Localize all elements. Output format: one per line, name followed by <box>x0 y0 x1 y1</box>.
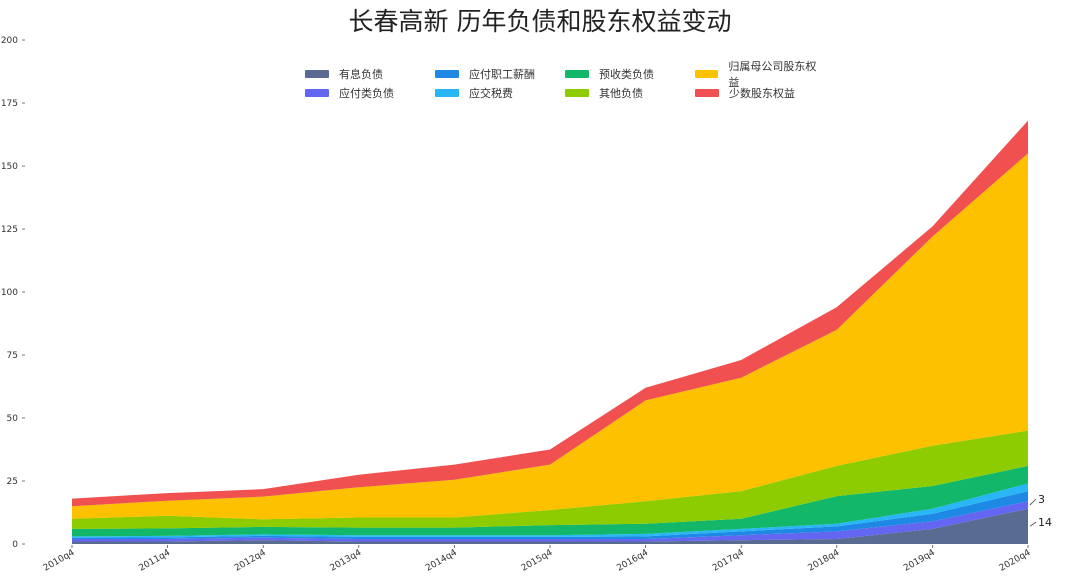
end-label: 3 <box>1038 493 1045 506</box>
end-label-leader <box>1029 498 1037 506</box>
legend-item: 应付类负债 <box>305 85 435 101</box>
y-tick-label: 75 <box>7 351 18 361</box>
area-series-6 <box>72 153 1028 520</box>
x-tick-label: 2012q4 <box>233 548 268 574</box>
legend-swatch <box>305 70 329 78</box>
x-tick-label: 2011q4 <box>137 548 172 574</box>
area-series-7 <box>72 120 1028 507</box>
legend-label: 应付职工薪酬 <box>469 68 535 81</box>
x-tick-label: 2010q4 <box>42 548 77 574</box>
y-tick-label: 0 <box>12 540 18 550</box>
legend-label: 其他负债 <box>599 87 643 100</box>
y-tick-label: 175 <box>1 99 18 109</box>
y-tick-label: 200 <box>1 36 18 46</box>
legend-swatch <box>695 70 719 78</box>
legend-item: 其他负债 <box>565 85 695 101</box>
legend-item: 预收类负债 <box>565 66 695 82</box>
legend-label: 预收类负债 <box>599 68 654 81</box>
legend-item: 归属母公司股东权益 <box>695 60 825 89</box>
area-series-0 <box>72 508 1028 544</box>
legend-item: 应付职工薪酬 <box>435 66 565 82</box>
y-tick-label: 25 <box>7 477 18 487</box>
y-tick-label: 125 <box>1 225 18 235</box>
legend-swatch <box>695 89 719 97</box>
end-label: 14 <box>1038 516 1052 529</box>
x-tick-label: 2020q4 <box>998 548 1033 574</box>
end-label-leader <box>1029 521 1037 527</box>
legend-swatch <box>435 89 459 97</box>
legend-swatch <box>305 89 329 97</box>
legend-label: 少数股东权益 <box>729 87 795 100</box>
end-labels: 3 14 <box>1029 493 1052 529</box>
legend-item: 少数股东权益 <box>695 85 825 101</box>
legend-swatch <box>565 89 589 97</box>
area-series-5 <box>72 430 1028 529</box>
x-axis: 2010q4 2011q4 2012q4 2013q4 2014q4 2015q4 2016… <box>42 545 1033 574</box>
x-tick-label: 2016q4 <box>615 548 650 574</box>
y-tick-label: 100 <box>1 288 18 298</box>
legend-item: 应交税费 <box>435 85 565 101</box>
area-series-4 <box>72 465 1028 537</box>
y-tick-label: 50 <box>7 414 19 424</box>
y-axis: 0 25 50 75 100 125 150 175 200 <box>1 36 25 550</box>
legend-label: 归属母公司股东权益 <box>728 60 817 89</box>
x-tick-label: 2018q4 <box>807 548 842 574</box>
chart-title: 长春高新 历年负债和股东权益变动 <box>348 7 732 36</box>
legend-swatch <box>565 70 589 78</box>
legend-label: 有息负债 <box>339 68 383 81</box>
x-tick-label: 2014q4 <box>424 548 459 574</box>
x-tick-label: 2019q4 <box>902 548 937 574</box>
area-layers <box>72 120 1028 544</box>
legend-label: 应付类负债 <box>339 87 394 100</box>
legend-item: 有息负债 <box>305 66 435 82</box>
x-tick-label: 2015q4 <box>520 548 555 574</box>
x-tick-label: 2017q4 <box>711 548 746 574</box>
y-tick-label: 150 <box>1 162 18 172</box>
legend-label: 应交税费 <box>469 87 513 100</box>
legend-swatch <box>435 70 459 78</box>
x-tick-label: 2013q4 <box>329 548 364 574</box>
legend: 有息负债应付类负债 应付职工薪酬 应交税费 预收类负债其他负债 归属母公司股东权益 少数股… <box>305 60 825 101</box>
